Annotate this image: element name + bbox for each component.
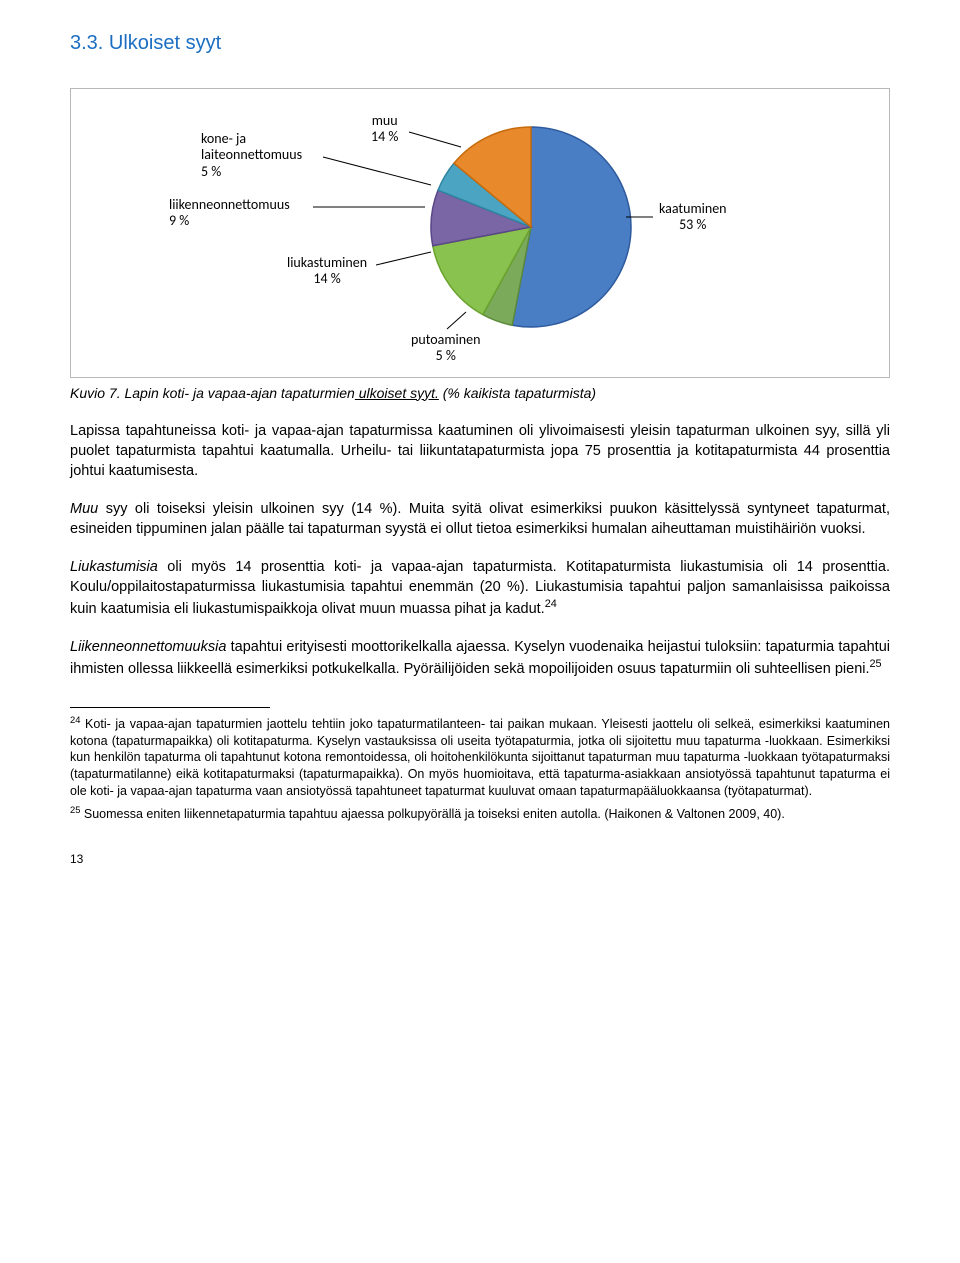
paragraph-4: Liikenneonnettomuuksia tapahtui erityise… (70, 637, 890, 679)
footnote-25: 25 Suomessa eniten liikennetapaturmia ta… (70, 804, 890, 823)
caption-prefix: Kuvio 7. Lapin koti- ja vapaa-ajan tapat… (70, 385, 355, 401)
footnote-ref-25: 25 (870, 658, 882, 670)
paragraph-1: Lapissa tapahtuneissa koti- ja vapaa-aja… (70, 421, 890, 481)
footnote-separator (70, 707, 270, 708)
caption-suffix: (% kaikista tapaturmista) (439, 385, 596, 401)
chart-container: kaatuminen 53 % putoaminen 5 % liukastum… (70, 88, 890, 378)
footnote-25-text: Suomessa eniten liikennetapaturmia tapah… (80, 807, 784, 821)
caption-underlined: ulkoiset syyt. (355, 385, 439, 401)
section-heading: 3.3. Ulkoiset syyt (70, 30, 890, 58)
pie-chart-area: kaatuminen 53 % putoaminen 5 % liukastum… (71, 107, 889, 367)
paragraph-3: Liukastumisia oli myös 14 prosenttia kot… (70, 557, 890, 619)
p2-lead: Muu (70, 501, 98, 517)
footnote-24-text: Koti- ja vapaa-ajan tapaturmien jaottelu… (70, 717, 890, 799)
figure-caption: Kuvio 7. Lapin koti- ja vapaa-ajan tapat… (70, 384, 890, 403)
footnote-num-24: 24 (70, 715, 80, 725)
page-number: 13 (70, 851, 890, 868)
p4-lead: Liikenneonnettomuuksia (70, 639, 226, 655)
p2-body: syy oli toiseksi yleisin ulkoinen syy (1… (70, 501, 890, 537)
p3-lead: Liukastumisia (70, 559, 158, 575)
footnote-ref-24: 24 (545, 598, 557, 610)
p3-body: oli myös 14 prosenttia koti- ja vapaa-aj… (70, 559, 890, 617)
footnote-24: 24 Koti- ja vapaa-ajan tapaturmien jaott… (70, 714, 890, 801)
footnote-num-25: 25 (70, 805, 80, 815)
paragraph-2: Muu syy oli toiseksi yleisin ulkoinen sy… (70, 499, 890, 539)
